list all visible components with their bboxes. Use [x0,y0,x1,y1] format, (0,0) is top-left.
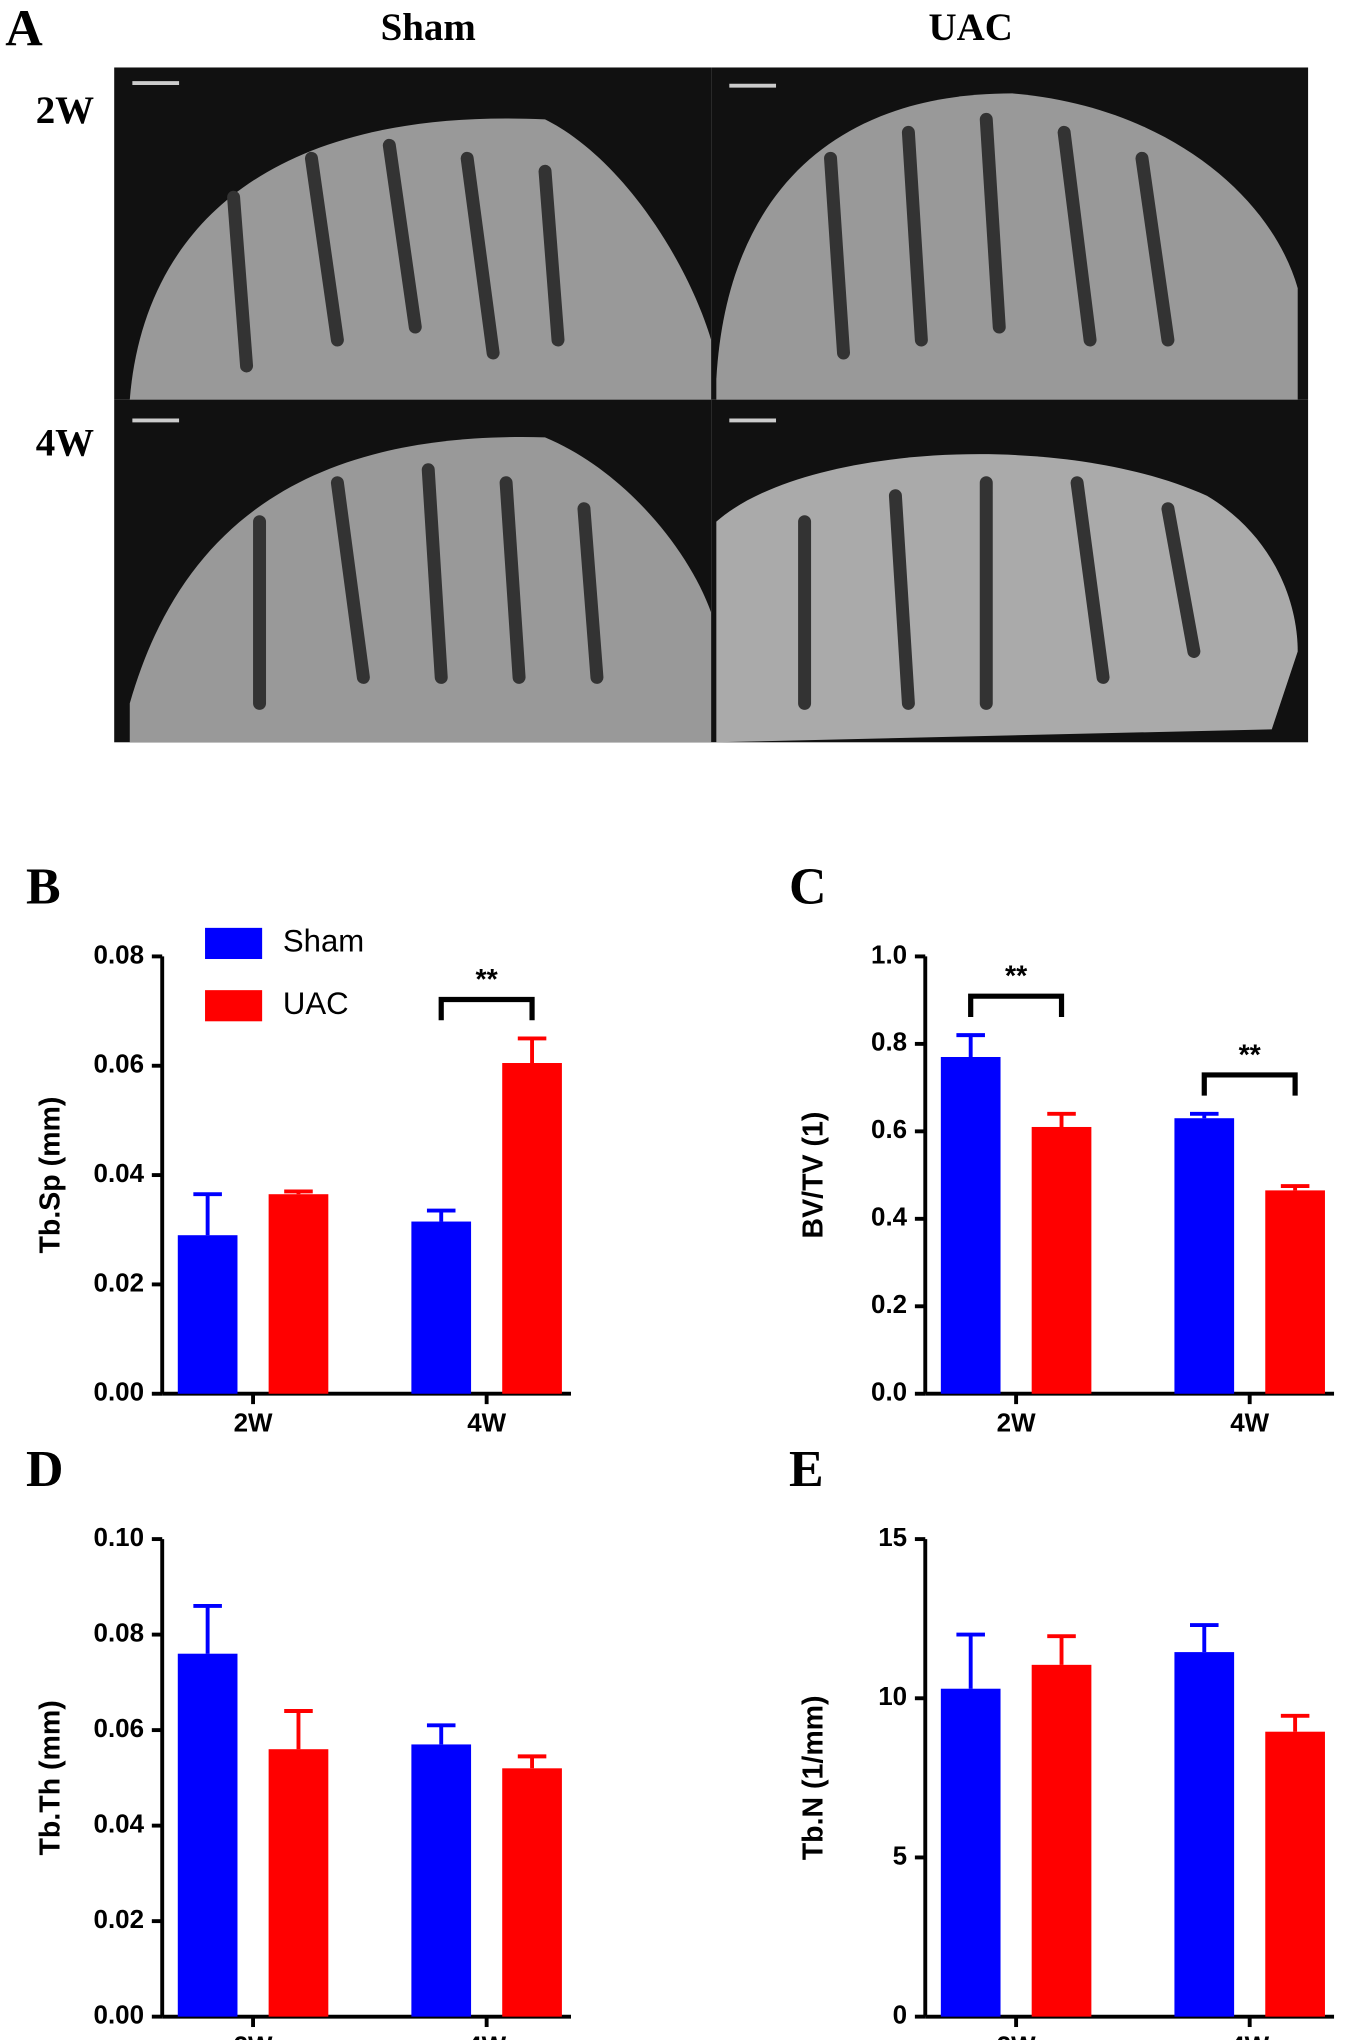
x-tick-label: 4W [467,2033,506,2040]
error-bar [517,1036,547,1064]
bar [940,1056,1001,1394]
bar [502,1063,562,1394]
y-tick-label: 0.08 [94,1619,144,1647]
error-bar [426,1208,456,1222]
y-tick-label: 15 [878,1524,907,1552]
y-tick-label: 10 [878,1683,907,1711]
error-bar [517,1754,547,1769]
significance-bracket [968,993,1065,1017]
x-tick-label: 2W [234,1410,273,1438]
error-bar [1280,1713,1310,1732]
micro-ct-images [114,67,1309,743]
error-bar [284,1189,313,1195]
bar [1265,1190,1325,1394]
legend-swatch [205,990,263,1022]
error-bar [1190,1111,1219,1119]
bar [1174,1652,1235,2017]
y-axis-label: BV/TV (1) [798,1112,830,1239]
y-tick-label: 0.00 [94,2002,144,2030]
bar [940,1688,1001,2017]
y-tick-label: 0.06 [94,1715,144,1743]
y-tick-label: 0.06 [94,1051,144,1079]
row-header: 4W [36,421,94,464]
y-tick-label: 1.0 [871,941,907,969]
error-bar [1047,1634,1076,1665]
y-tick-label: 0.10 [94,1524,144,1552]
y-tick-label: 0.4 [871,1204,908,1232]
column-header: UAC [929,6,1013,49]
significance-bracket [1201,1072,1298,1096]
bar [177,1653,238,2017]
y-tick-label: 0.02 [94,1269,144,1297]
bone [716,93,1298,400]
error-bar [284,1709,313,1750]
y-tick-label: 0.08 [94,941,144,969]
scale-bar [132,81,777,423]
x-tick-label: 4W [1230,2033,1269,2040]
y-tick-label: 5 [893,1842,907,1870]
bar [1265,1731,1325,2017]
error-bar [193,1603,222,1654]
error-bar [193,1192,222,1236]
y-axis-label: Tb.Sp (mm) [34,1097,66,1254]
y-tick-label: 0.02 [94,1906,144,1934]
column-header: Sham [381,6,476,49]
y-tick-label: 0.2 [871,1291,907,1319]
y-tick-label: 0.04 [94,1160,145,1188]
row-header: 2W [36,89,94,132]
panel-letter: B [26,858,61,915]
x-tick-label: 2W [234,2033,273,2040]
bar [502,1768,562,2017]
error-bar [956,1033,985,1057]
significance-label: ** [1005,961,1028,993]
bar [411,1221,472,1394]
panel-letter: E [789,1441,824,1498]
x-tick-label: 2W [997,1410,1036,1438]
bone [129,118,712,400]
bar [411,1744,472,2017]
legend-swatch [205,927,263,960]
y-axis-label: Tb.N (1/mm) [798,1695,830,1860]
y-tick-label: 0.0 [871,1379,907,1407]
y-tick-label: 0.6 [871,1116,907,1144]
bone [129,437,712,743]
significance-label: ** [476,964,499,996]
trabecular-pattern [227,112,1201,710]
bar [177,1235,238,1394]
panel-letter: C [789,858,826,915]
legend-label: UAC [283,986,349,1021]
panel-letter: A [5,1,43,58]
panel-letter: D [26,1441,63,1498]
error-bar [1280,1184,1310,1191]
x-tick-label: 4W [467,1410,506,1438]
bar [1174,1118,1235,1394]
error-bar [1047,1111,1076,1127]
significance-bracket [438,996,535,1021]
bone [716,454,1298,743]
significance-label: ** [1239,1039,1262,1071]
y-tick-label: 0 [893,2002,907,2030]
bar [1031,1664,1092,2017]
error-bar [426,1723,456,1745]
bar [268,1194,329,1394]
y-axis-label: Tb.Th (mm) [34,1700,66,1855]
error-bar [1190,1623,1219,1653]
x-tick-label: 2W [997,2033,1036,2040]
y-tick-label: 0.00 [94,1379,144,1407]
x-tick-label: 4W [1230,1410,1269,1438]
y-tick-label: 0.04 [94,1810,145,1838]
error-bar [956,1632,985,1689]
bar [1031,1126,1092,1394]
legend-label: Sham [283,924,364,959]
bar [268,1749,329,2017]
y-tick-label: 0.8 [871,1029,907,1057]
